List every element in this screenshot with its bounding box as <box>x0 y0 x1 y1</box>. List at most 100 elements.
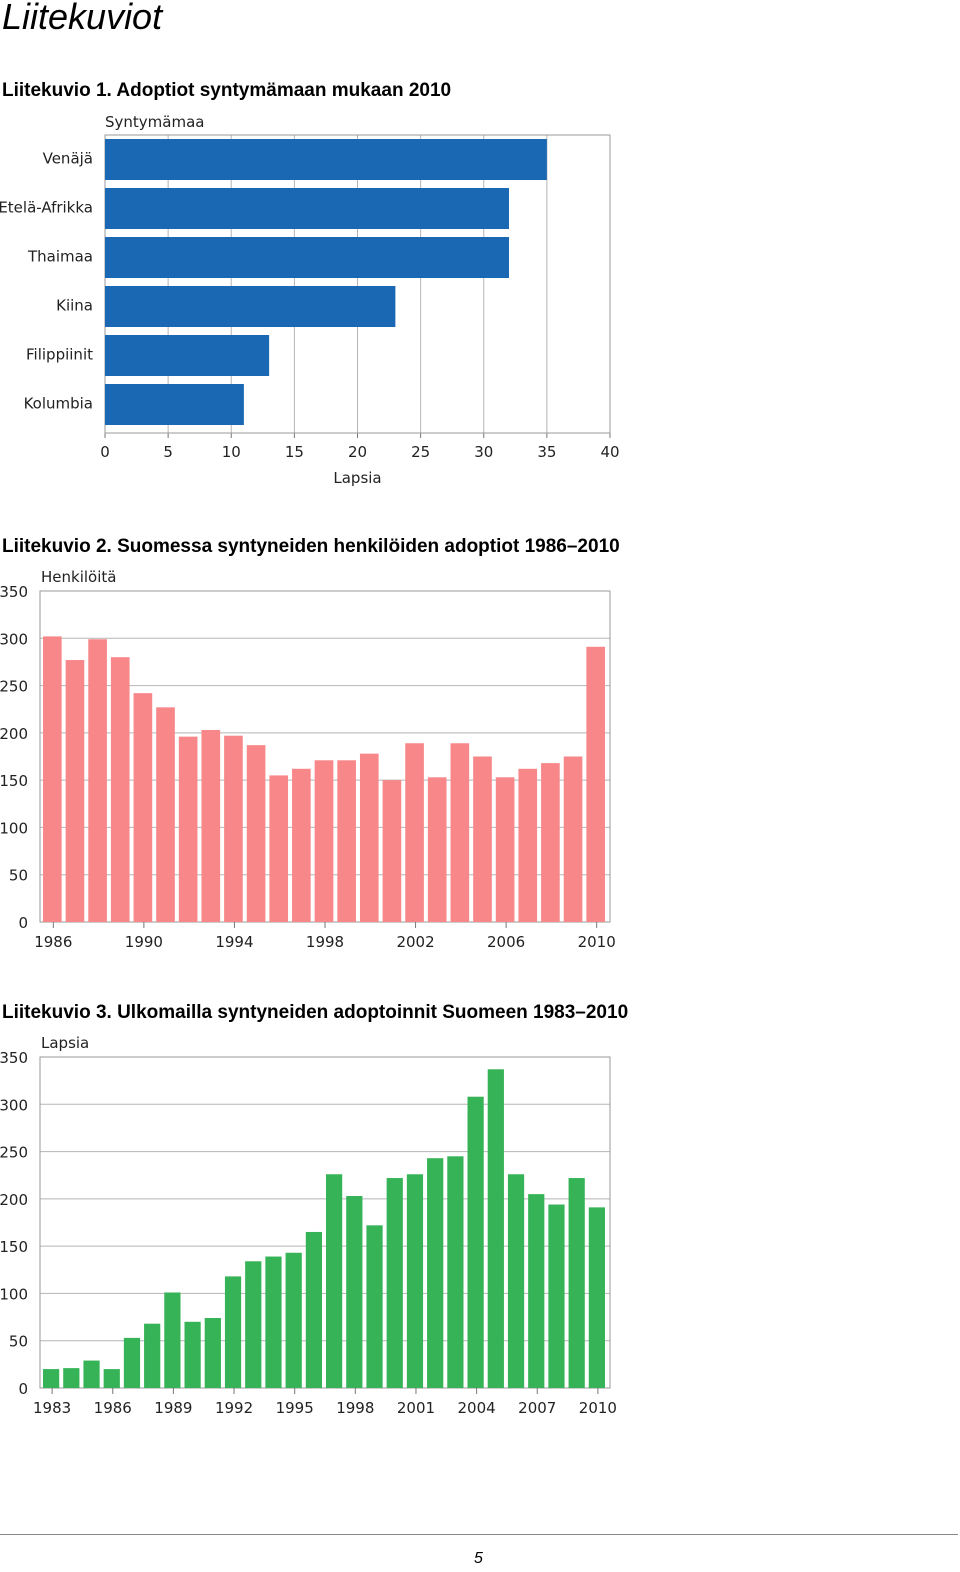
bar <box>447 1156 464 1388</box>
bar <box>528 1194 545 1388</box>
bar <box>144 1323 161 1388</box>
x-tick-label: 30 <box>474 443 493 461</box>
page-number: 5 <box>474 1550 483 1567</box>
x-tick-label: 10 <box>222 443 241 461</box>
x-tick-label: 1986 <box>34 933 72 951</box>
x-tick-label: 1989 <box>154 1399 192 1417</box>
y-tick-label: 0 <box>18 914 28 932</box>
bar <box>43 1369 60 1388</box>
bar <box>305 1231 322 1388</box>
y-tick-label: 150 <box>0 1238 28 1256</box>
bar <box>548 1204 565 1388</box>
bar <box>156 707 175 922</box>
page-title: Liitekuviot <box>2 0 163 37</box>
bar <box>123 1337 141 1388</box>
bar <box>337 760 356 922</box>
y-tick-label: 50 <box>9 1333 28 1351</box>
bar <box>406 1174 424 1388</box>
chart-adoptions-by-country: 0 5 10 15 20 25 30 35 40 Venäjä Etelä-Afrikka Thaim… <box>0 113 620 487</box>
bar <box>103 1369 120 1388</box>
bar <box>405 743 424 922</box>
y-tick-label: 350 <box>0 583 28 601</box>
bar <box>507 1174 525 1388</box>
bar <box>586 646 605 922</box>
bar <box>245 1261 262 1388</box>
x-tick-label: 1992 <box>215 1399 253 1417</box>
bar <box>563 756 583 922</box>
x-tick-label: 2010 <box>579 1399 617 1417</box>
bar <box>326 1174 343 1388</box>
bar <box>224 1276 242 1388</box>
bar <box>265 1256 282 1388</box>
bar <box>450 743 470 922</box>
chart-finland-born-adoptions: 0 50 100 150 200 250 300 350 1986 1990 1994 1998 200… <box>0 568 616 951</box>
bar <box>427 777 447 922</box>
x-tick-label: 40 <box>600 443 619 461</box>
x-tick-label: 2002 <box>396 933 434 951</box>
y-axis-label: Henkilöitä <box>41 568 116 586</box>
chart-foreign-born-adoptions: 0 50 100 150 200 250 300 350 1983 1986 1989 1992 199… <box>0 1034 617 1417</box>
y-tick-label: 250 <box>0 678 28 696</box>
bar <box>292 768 311 922</box>
bar <box>568 1178 585 1388</box>
y-tick-label: 100 <box>0 819 28 837</box>
y-tick-label: 0 <box>18 1380 28 1398</box>
x-tick-label: 2010 <box>578 933 616 951</box>
bar <box>366 1225 383 1388</box>
bar <box>487 1069 504 1388</box>
x-axis-label: Lapsia <box>333 469 381 487</box>
bar <box>427 1158 444 1388</box>
bar <box>473 756 492 922</box>
x-tick-label: 1998 <box>306 933 344 951</box>
x-tick-label: 2001 <box>397 1399 435 1417</box>
figure-3-caption: Liitekuvio 3. Ulkomailla syntyneiden ado… <box>2 1002 629 1023</box>
bar <box>541 763 560 922</box>
bar <box>105 237 509 278</box>
bar <box>201 730 221 922</box>
bar <box>43 636 62 922</box>
bar <box>178 736 198 922</box>
y-tick-label: 250 <box>0 1144 28 1162</box>
bar <box>346 1196 363 1388</box>
x-tick-label: 35 <box>537 443 556 461</box>
x-tick-label: 15 <box>285 443 304 461</box>
y-tick-label: 50 <box>9 867 28 885</box>
y-tick-label: 300 <box>0 630 28 648</box>
y-tick-label: 150 <box>0 772 28 790</box>
bar <box>359 753 379 922</box>
x-tick-label: 1994 <box>215 933 253 951</box>
bar <box>105 188 509 229</box>
x-tick-label: 1986 <box>94 1399 132 1417</box>
bar <box>83 1360 100 1388</box>
bar <box>105 139 547 180</box>
x-tick-label: 0 <box>100 443 110 461</box>
category-label: Kiina <box>56 297 93 315</box>
bar <box>105 384 244 425</box>
footer-divider <box>0 1534 958 1535</box>
bar <box>63 1368 80 1388</box>
bar <box>105 335 270 376</box>
category-label: Filippiinit <box>26 346 93 364</box>
bar <box>285 1252 302 1388</box>
bar <box>164 1292 181 1388</box>
y-tick-label: 100 <box>0 1285 28 1303</box>
y-axis-label: Lapsia <box>41 1034 89 1052</box>
x-tick-label: 1995 <box>276 1399 314 1417</box>
bar <box>65 660 85 922</box>
x-tick-label: 20 <box>348 443 367 461</box>
x-tick-label: 2004 <box>458 1399 496 1417</box>
axis-title-categories: Syntymämaa <box>105 113 204 131</box>
category-label: Kolumbia <box>24 395 93 413</box>
bar <box>467 1096 484 1388</box>
category-label: Venäjä <box>43 150 93 168</box>
bar <box>224 735 243 922</box>
x-tick-label: 25 <box>411 443 430 461</box>
figure-2-caption: Liitekuvio 2. Suomessa syntyneiden henki… <box>2 536 620 557</box>
bar <box>184 1321 201 1388</box>
x-tick-label: 1990 <box>125 933 163 951</box>
x-tick-label: 5 <box>163 443 173 461</box>
figure-1-caption: Liitekuvio 1. Adoptiot syntymämaan mukaa… <box>2 80 452 101</box>
bar <box>88 639 107 922</box>
bar <box>105 286 396 327</box>
bar <box>588 1207 605 1388</box>
